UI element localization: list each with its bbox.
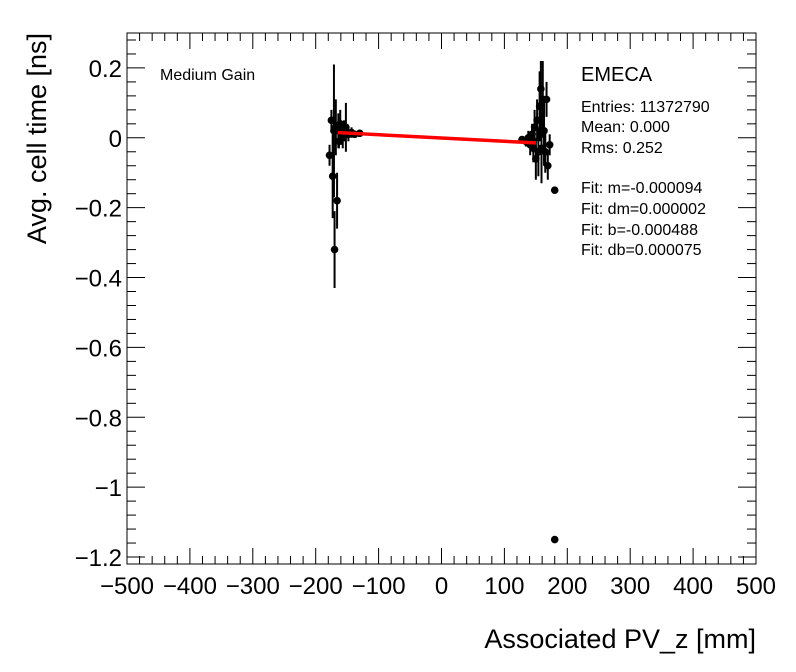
data-point <box>542 95 551 104</box>
data-points <box>325 85 559 544</box>
x-tick-label: −300 <box>226 573 280 600</box>
data-point <box>532 154 540 163</box>
data-point <box>338 134 347 142</box>
data-point <box>325 151 334 160</box>
y-tick-label: −1 <box>95 475 122 502</box>
y-tick-label: −0.6 <box>75 335 122 362</box>
y-tick-label: −1.2 <box>75 545 122 572</box>
error-bars <box>328 60 551 289</box>
fit-dm: Fit: dm=0.000002 <box>581 201 706 218</box>
data-point <box>544 161 552 170</box>
y-tick-label: 0 <box>109 126 122 153</box>
x-tick-label: −500 <box>100 573 154 600</box>
region-label: EMECA <box>581 64 653 86</box>
data-point <box>328 172 337 181</box>
fit-m: Fit: m=-0.000094 <box>581 180 703 197</box>
x-tick-label: −400 <box>163 573 217 600</box>
y-tick-labels: 0.2 0 −0.2 −0.4 −0.6 −0.8 −1 −1.2 <box>75 56 122 572</box>
y-axis-title: Avg. cell time [ns] <box>22 33 52 244</box>
fit-b: Fit: b=-0.000488 <box>581 222 698 239</box>
stats-box: Entries: 11372790 Mean: 0.000 Rms: 0.252… <box>581 99 710 259</box>
gain-label: Medium Gain <box>160 67 255 84</box>
stats-mean: Mean: 0.000 <box>581 119 670 136</box>
y-tick-label: 0.2 <box>89 56 122 83</box>
x-tick-labels: −500 −400 −300 −200 −100 0 100 200 300 400 500 <box>100 573 776 600</box>
data-point <box>336 120 345 128</box>
data-point <box>550 535 559 544</box>
data-point <box>537 85 545 93</box>
fit-db: Fit: db=0.000075 <box>581 242 702 259</box>
y-tick-label: −0.8 <box>75 405 122 432</box>
x-tick-label: −200 <box>289 573 343 600</box>
x-tick-label: 200 <box>547 573 587 600</box>
fit-line <box>337 130 536 145</box>
x-tick-label: 400 <box>673 573 713 600</box>
data-point <box>528 130 536 139</box>
x-tick-label: 0 <box>435 573 448 600</box>
fit-line-group <box>337 130 536 145</box>
data-point <box>535 102 544 111</box>
data-point <box>540 127 548 135</box>
data-point <box>550 186 559 195</box>
stats-entries: Entries: 11372790 <box>581 99 710 116</box>
data-point <box>333 196 341 205</box>
data-point <box>545 140 554 149</box>
data-point <box>327 116 336 125</box>
x-tick-label: 100 <box>484 573 524 600</box>
x-tick-label: 500 <box>736 573 776 600</box>
data-point <box>533 116 541 125</box>
data-point <box>541 147 550 156</box>
axis-ticks <box>126 33 757 564</box>
y-tick-label: −0.2 <box>75 196 122 223</box>
x-axis-title: Associated PV_z [mm] <box>484 624 756 654</box>
x-tick-label: 300 <box>610 573 650 600</box>
y-tick-label: −0.4 <box>75 266 122 293</box>
data-point <box>342 123 350 132</box>
data-point <box>330 245 339 254</box>
data-point <box>530 123 539 132</box>
x-tick-label: −100 <box>352 573 406 600</box>
stats-rms: Rms: 0.252 <box>581 140 663 157</box>
